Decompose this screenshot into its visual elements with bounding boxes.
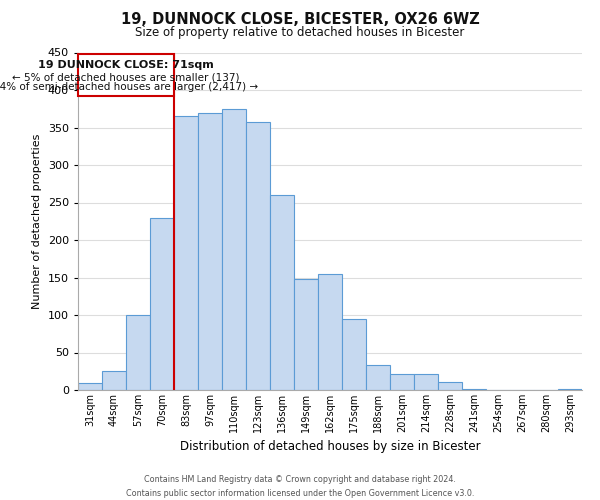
Bar (102, 371, 126, 390)
Bar (414, 374, 438, 390)
Text: Size of property relative to detached houses in Bicester: Size of property relative to detached ho… (136, 26, 464, 39)
Bar (270, 195, 294, 390)
Bar (462, 388, 486, 390)
X-axis label: Distribution of detached houses by size in Bicester: Distribution of detached houses by size … (179, 440, 481, 454)
Y-axis label: Number of detached properties: Number of detached properties (32, 134, 42, 309)
Text: 94% of semi-detached houses are larger (2,417) →: 94% of semi-detached houses are larger (… (0, 82, 259, 92)
Bar (558, 388, 582, 390)
Bar (390, 374, 414, 390)
Bar (78, 382, 102, 390)
Bar (294, 279, 318, 390)
Text: ← 5% of detached houses are smaller (137): ← 5% of detached houses are smaller (137… (12, 72, 240, 82)
Bar (174, 116, 198, 390)
Text: 19, DUNNOCK CLOSE, BICESTER, OX26 6WZ: 19, DUNNOCK CLOSE, BICESTER, OX26 6WZ (121, 12, 479, 28)
Bar (150, 218, 174, 390)
Bar (246, 122, 270, 390)
Bar (342, 319, 366, 390)
Bar (198, 112, 222, 390)
Bar (366, 364, 390, 390)
Bar (126, 315, 150, 390)
Bar (222, 109, 246, 390)
Bar (318, 274, 342, 390)
Text: 19 DUNNOCK CLOSE: 71sqm: 19 DUNNOCK CLOSE: 71sqm (38, 60, 214, 70)
Text: Contains HM Land Registry data © Crown copyright and database right 2024.
Contai: Contains HM Land Registry data © Crown c… (126, 476, 474, 498)
Bar (438, 382, 462, 390)
FancyBboxPatch shape (78, 54, 174, 96)
